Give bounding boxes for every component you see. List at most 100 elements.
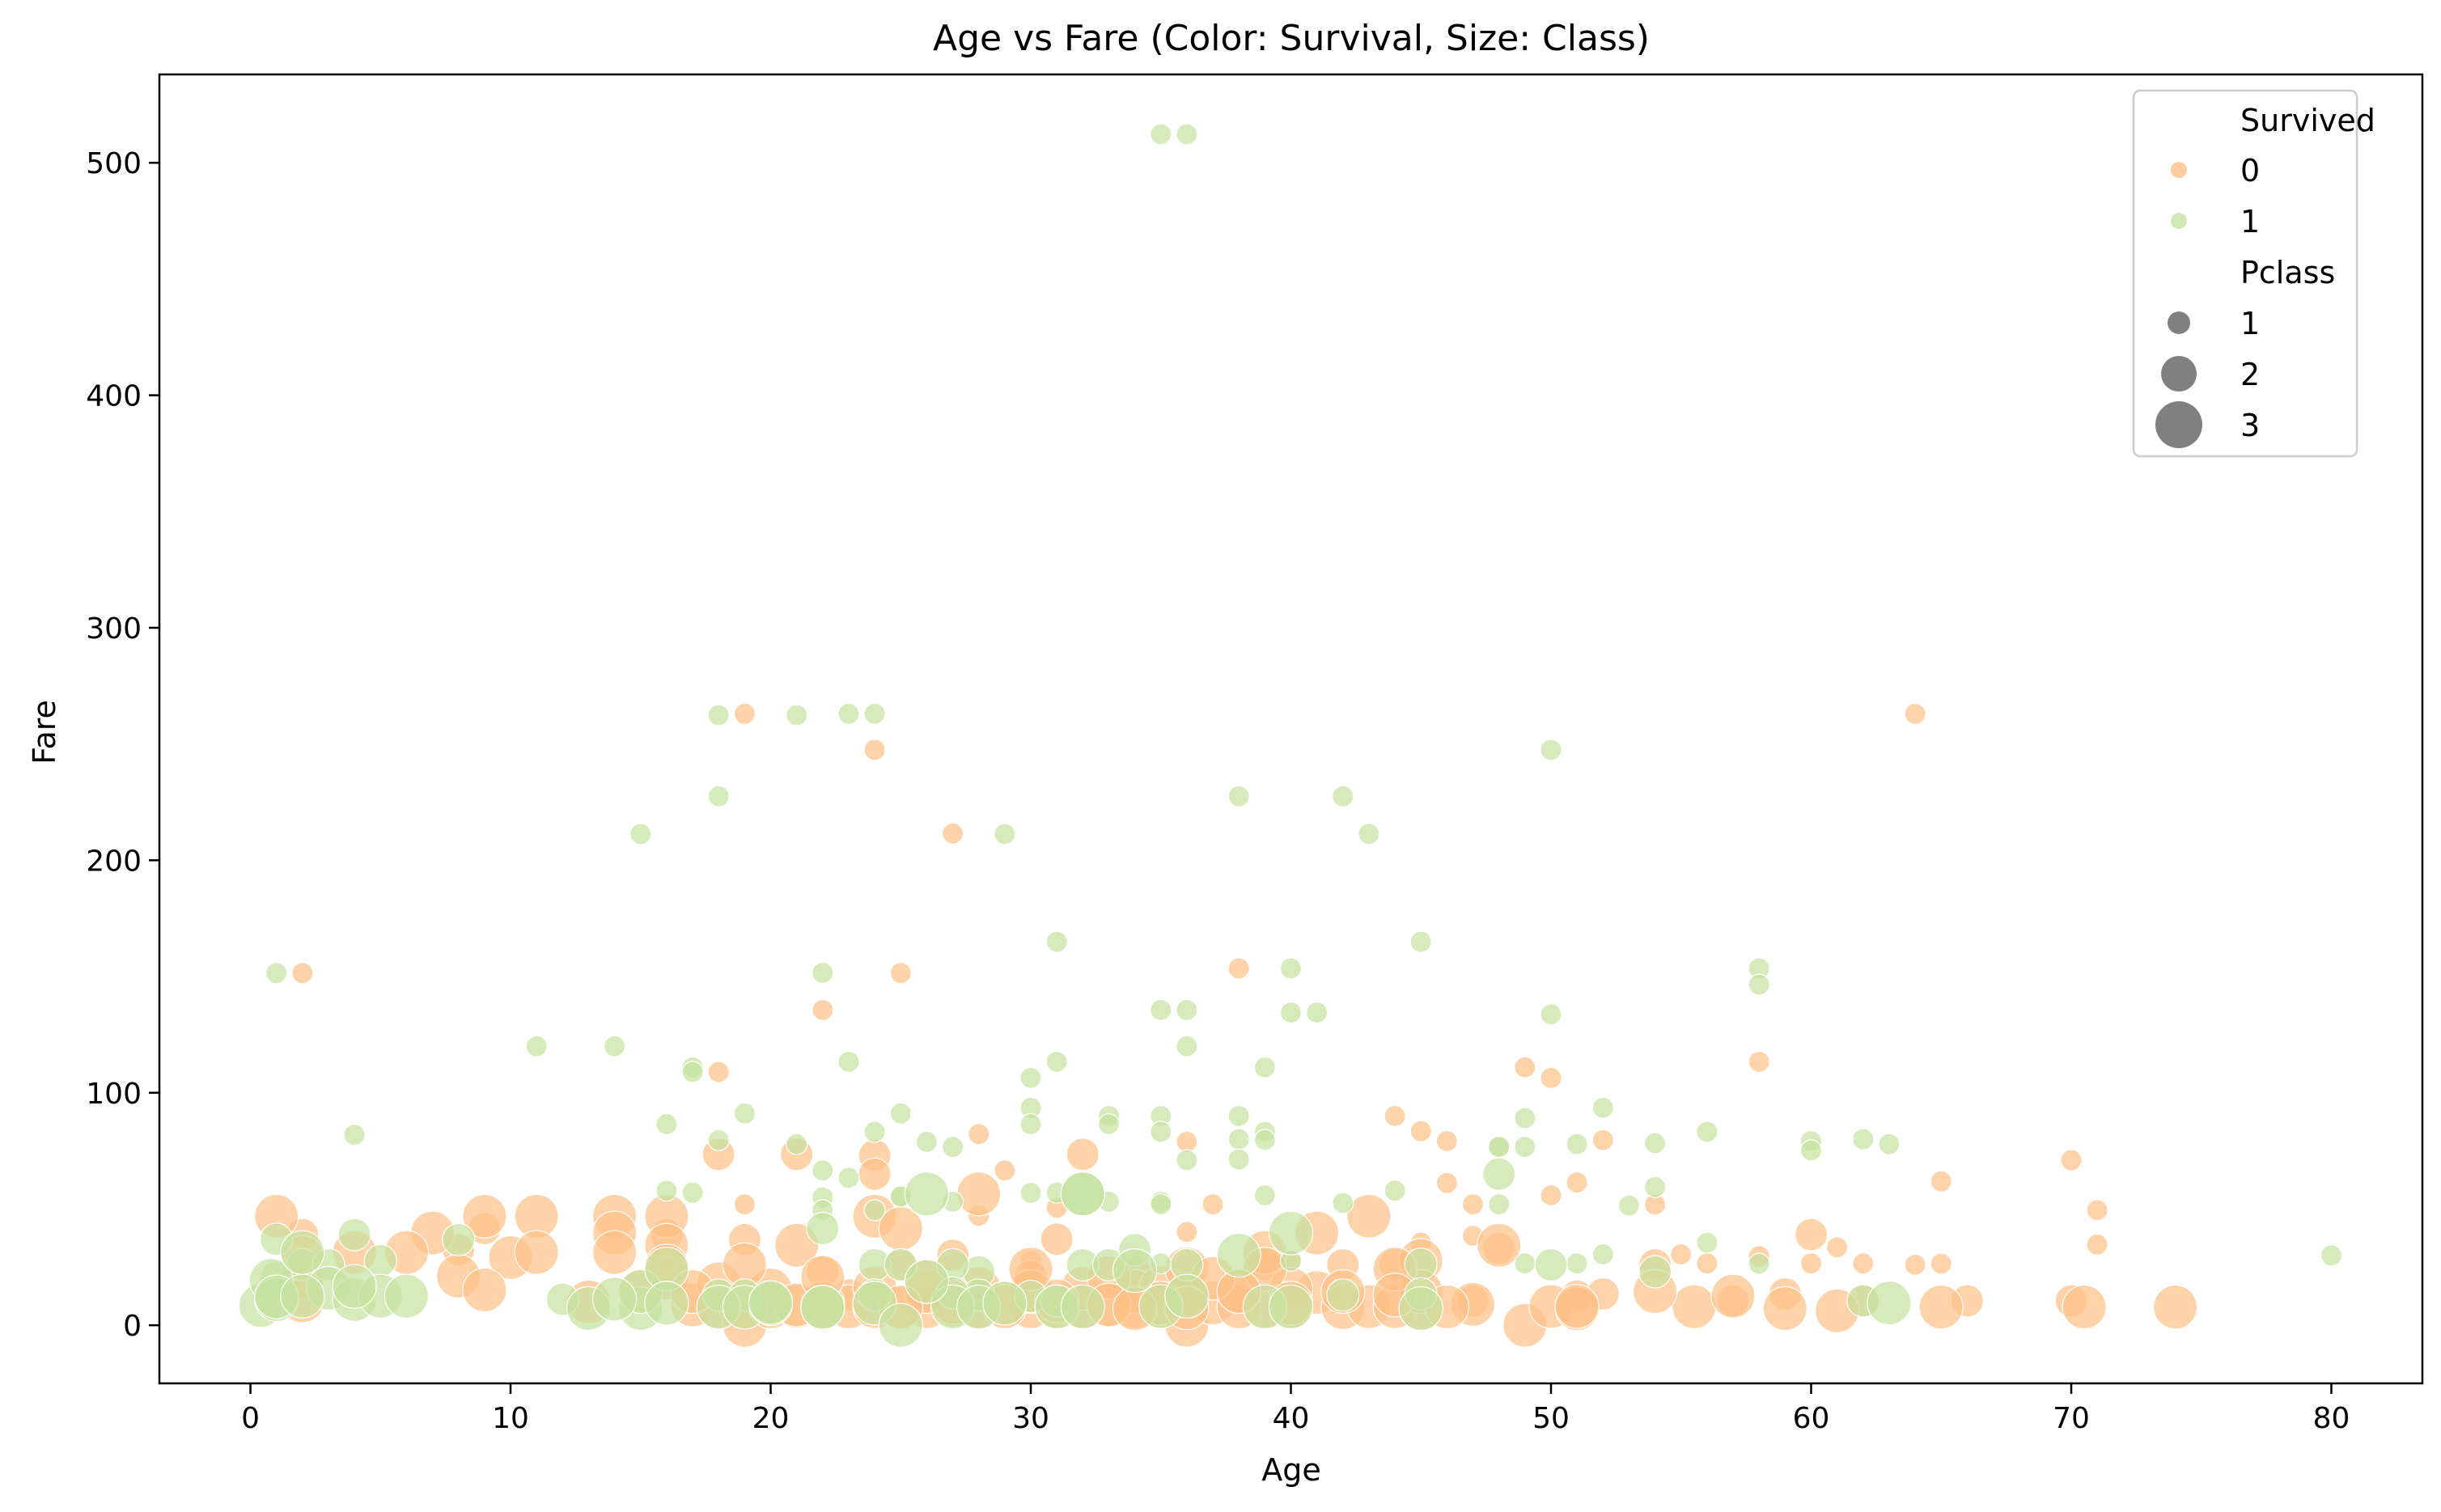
point-survived <box>733 1102 756 1124</box>
point-survived <box>1748 1252 1770 1275</box>
point-died <box>1435 1171 1459 1194</box>
point-survived <box>1060 1284 1105 1330</box>
point-survived <box>591 1277 638 1322</box>
x-tick-label: 20 <box>752 1402 790 1435</box>
point-died <box>994 1159 1016 1182</box>
legend-marker-pclass-1 <box>2168 311 2190 334</box>
point-died <box>1852 1252 1875 1275</box>
point-survived <box>707 704 730 726</box>
point-died <box>1748 1050 1770 1074</box>
point-survived <box>681 1181 704 1204</box>
point-survived <box>332 1264 377 1309</box>
point-died <box>2060 1149 2083 1171</box>
point-survived <box>1150 1120 1172 1143</box>
point-survived <box>1514 1136 1536 1158</box>
x-axis: 0 10 20 30 40 50 60 70 80 <box>241 1383 2350 1435</box>
point-survived <box>837 1167 860 1189</box>
point-died <box>2153 1285 2198 1330</box>
legend-title-survived: Survived <box>2240 103 2375 138</box>
point-survived <box>1409 930 1432 953</box>
point-survived <box>1566 1252 1588 1275</box>
point-survived <box>1268 1284 1314 1330</box>
point-survived <box>889 1102 912 1124</box>
point-died <box>1930 1252 1952 1275</box>
point-survived <box>1176 123 1198 146</box>
point-survived <box>1326 1278 1360 1312</box>
point-died <box>1762 1285 1807 1332</box>
point-survived <box>1332 1192 1354 1214</box>
point-survived <box>812 961 834 985</box>
point-survived <box>915 1130 939 1154</box>
point-survived <box>1019 1181 1042 1205</box>
point-survived <box>1638 1255 1672 1289</box>
point-survived <box>1540 739 1562 761</box>
point-survived <box>2320 1244 2343 1267</box>
y-tick-label: 400 <box>86 380 142 413</box>
point-survived <box>1176 998 1198 1022</box>
y-tick-label: 200 <box>86 845 142 878</box>
legend-label-pclass-1: 1 <box>2240 306 2260 341</box>
legend-marker-survived-0 <box>2171 162 2187 178</box>
point-survived <box>994 823 1016 845</box>
point-died <box>1591 1129 1614 1152</box>
point-died <box>514 1230 559 1275</box>
point-survived <box>904 1259 950 1304</box>
y-tick-label: 100 <box>86 1078 142 1111</box>
legend-label-survived-0: 0 <box>2240 153 2260 188</box>
legend-label-pclass-3: 3 <box>2240 408 2260 443</box>
x-tick-label: 50 <box>1532 1402 1570 1435</box>
point-survived <box>1591 1096 1614 1120</box>
point-died <box>1477 1222 1522 1268</box>
point-survived <box>1696 1120 1718 1143</box>
point-survived <box>1305 1001 1329 1024</box>
point-died <box>707 1061 730 1083</box>
point-survived <box>1216 1232 1261 1278</box>
point-survived <box>1045 930 1068 953</box>
point-survived <box>1488 1136 1511 1158</box>
point-survived <box>1150 123 1172 146</box>
point-survived <box>1279 957 1303 980</box>
point-died <box>863 739 886 761</box>
point-survived <box>1696 1231 1718 1254</box>
point-survived <box>1514 1107 1536 1129</box>
point-survived <box>1878 1133 1901 1155</box>
point-survived <box>1019 1066 1042 1090</box>
point-died <box>1540 1066 1562 1090</box>
point-died <box>1040 1222 1074 1256</box>
point-died <box>2086 1233 2108 1256</box>
point-survived <box>1643 1175 1667 1199</box>
point-died <box>291 962 314 985</box>
x-tick-label: 30 <box>1012 1402 1049 1435</box>
point-died <box>1409 1120 1432 1142</box>
point-died <box>889 962 912 985</box>
point-survived <box>1164 1273 1210 1319</box>
point-survived <box>863 1199 886 1222</box>
point-survived <box>280 1273 325 1319</box>
y-tick-label: 0 <box>123 1310 142 1343</box>
point-survived <box>982 1281 1028 1326</box>
point-died <box>1540 1184 1562 1207</box>
point-survived <box>1150 998 1172 1022</box>
point-died <box>2062 1285 2107 1330</box>
point-survived <box>863 1120 886 1143</box>
point-survived <box>1097 1112 1121 1136</box>
point-died <box>1904 702 1926 725</box>
point-died <box>1826 1236 1849 1259</box>
point-survived <box>1253 1129 1277 1151</box>
point-survived <box>1488 1193 1511 1216</box>
y-axis: 0 100 200 300 400 500 <box>86 147 159 1343</box>
point-survived <box>707 1129 730 1152</box>
point-survived <box>655 1180 678 1202</box>
point-died <box>1384 1104 1406 1128</box>
point-survived <box>1514 1252 1536 1275</box>
point-survived <box>603 1035 626 1057</box>
point-survived <box>655 1112 678 1136</box>
legend-title-pclass: Pclass <box>2240 255 2335 290</box>
point-survived <box>837 1050 860 1074</box>
x-tick-label: 70 <box>2053 1402 2090 1435</box>
point-survived <box>837 702 860 725</box>
point-survived <box>812 1159 834 1182</box>
point-survived <box>1591 1243 1614 1266</box>
point-survived <box>1799 1139 1823 1162</box>
point-died <box>1201 1193 1224 1216</box>
